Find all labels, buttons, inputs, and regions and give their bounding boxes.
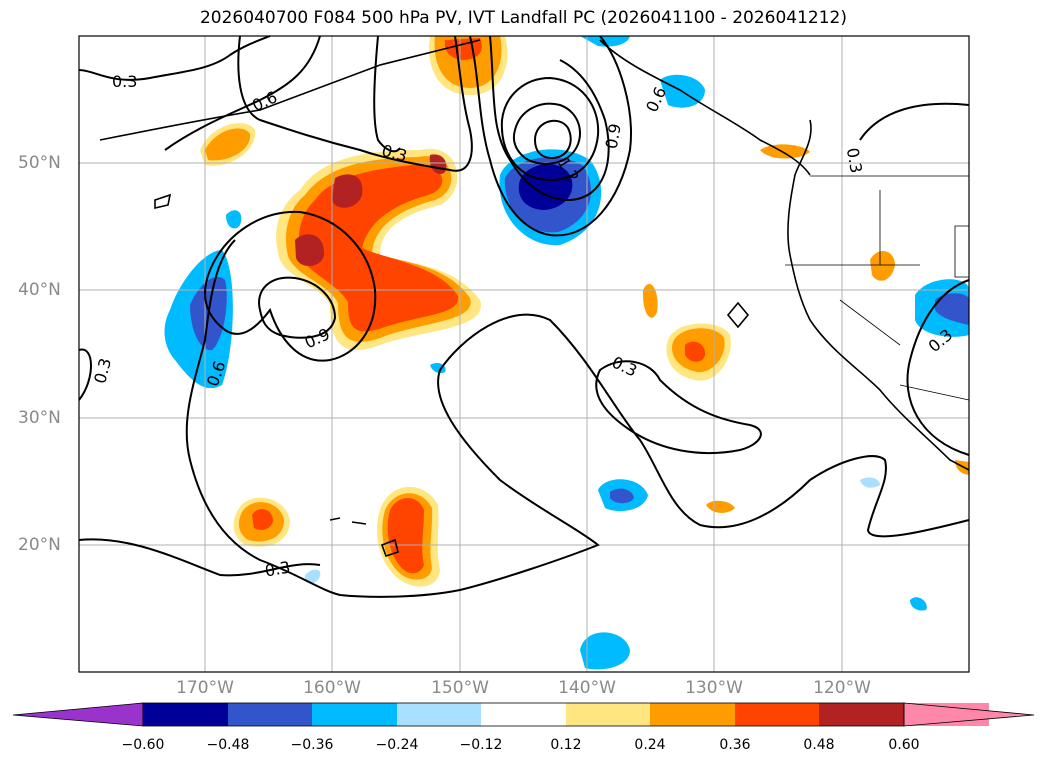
map-title: 2026040700 F084 500 hPa PV, IVT Landfall… <box>199 8 847 28</box>
contour-label: 0.3 <box>263 557 291 580</box>
colorbar-tick-label: −0.36 <box>290 737 334 753</box>
contour-label: 0.3 <box>843 146 866 174</box>
colorbar-tick-label: 0.60 <box>888 737 920 753</box>
lat-label: 40°N <box>18 280 61 300</box>
lon-label: 130°W <box>685 678 743 698</box>
lat-label: 20°N <box>18 535 61 555</box>
lat-label: 30°N <box>18 408 61 428</box>
colorbar-tick-label: −0.60 <box>121 737 165 753</box>
colorbar-tick-label: 0.36 <box>719 737 751 753</box>
pv-contours <box>78 35 970 598</box>
colorbar-tick-label: −0.24 <box>375 737 419 753</box>
contour-label: 0.3 <box>112 72 137 91</box>
coastlines <box>99 39 970 558</box>
colorbar-tick-label: −0.12 <box>459 737 503 753</box>
lat-label: 50°N <box>18 153 61 173</box>
contour-label: 0.9 <box>602 122 625 150</box>
colorbar-tick-label: 0.12 <box>550 737 582 753</box>
lon-label: 150°W <box>431 678 489 698</box>
colorbar-tick-label: 0.48 <box>803 737 835 753</box>
lon-label: 160°W <box>303 678 361 698</box>
colorbar <box>12 702 1035 727</box>
lon-label: 170°W <box>176 678 234 698</box>
lon-label: 140°W <box>558 678 616 698</box>
colorbar-tick-label: 0.24 <box>634 737 666 753</box>
colorbar-tick-label: −0.48 <box>206 737 250 753</box>
map-frame <box>78 35 970 673</box>
lon-label: 120°W <box>813 678 871 698</box>
